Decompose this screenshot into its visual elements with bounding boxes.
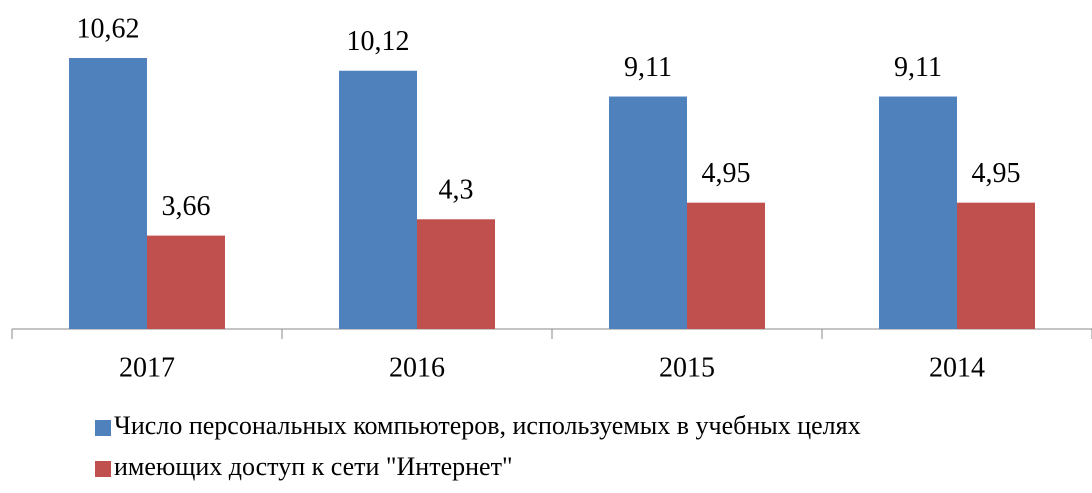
bar [147,235,225,329]
bar [339,70,417,329]
bar [69,58,147,329]
x-tick-label: 2014 [929,352,985,383]
value-label: 4,3 [439,175,474,206]
value-label: 9,11 [894,52,942,83]
legend-label: Число персональных компьютеров, использу… [114,411,861,440]
legend-swatch [95,420,111,436]
value-label: 3,66 [162,191,211,222]
legend-swatch [95,461,111,477]
value-label: 10,12 [347,26,410,57]
x-tick-label: 2015 [659,352,715,383]
bar [957,202,1035,329]
value-label: 4,95 [972,158,1021,189]
legend-label: имеющих доступ к сети "Интернет" [114,452,513,481]
value-label: 10,62 [77,13,140,44]
bar [417,219,495,329]
x-tick-label: 2016 [389,352,445,383]
bar [687,202,765,329]
bar [609,96,687,329]
x-tick-label: 2017 [119,352,175,383]
value-label: 9,11 [624,52,672,83]
value-label: 4,95 [702,158,751,189]
bar [879,96,957,329]
